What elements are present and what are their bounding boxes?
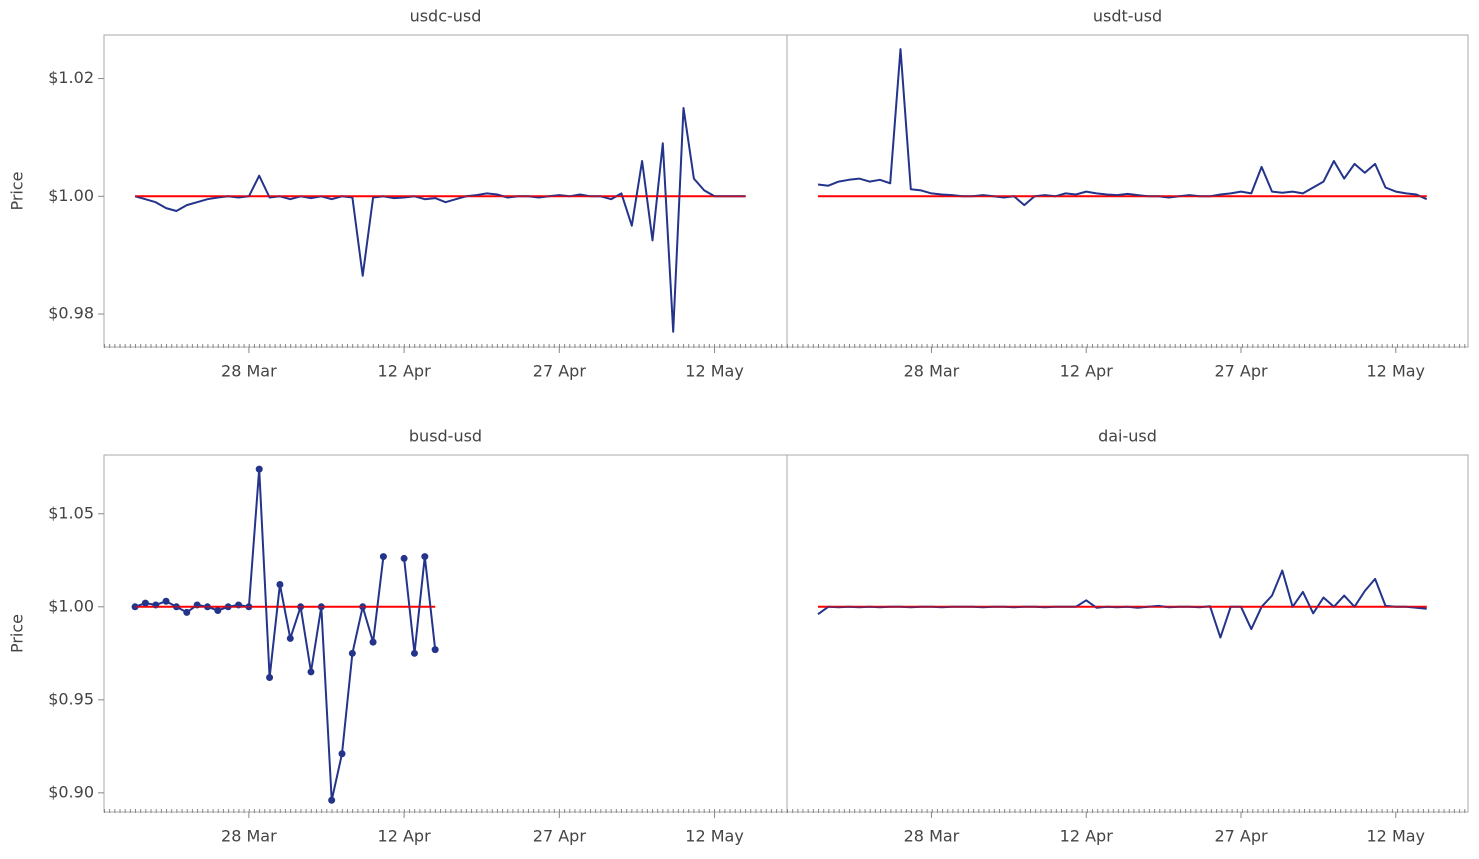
y-tick-label: $1.00	[48, 596, 94, 615]
price-line	[817, 569, 1427, 639]
price-point	[400, 554, 408, 562]
axis-cover	[104, 348, 787, 352]
chart-title: usdc-usd	[410, 7, 482, 26]
axis-cover	[104, 813, 787, 817]
x-tick-label: 12 May	[685, 827, 744, 846]
price-point	[214, 607, 222, 615]
x-tick-label: 12 Apr	[378, 827, 432, 846]
y-tick-label: $0.95	[48, 689, 94, 708]
x-tick-label: 28 Mar	[904, 827, 960, 846]
price-point	[255, 465, 263, 473]
price-point	[328, 796, 336, 804]
chart-title: usdt-usd	[1093, 7, 1162, 26]
x-tick-label: 28 Mar	[221, 362, 277, 381]
x-tick-label: 12 May	[685, 362, 744, 381]
x-tick-label: 27 Apr	[533, 362, 587, 381]
chart-title: busd-usd	[409, 427, 482, 446]
price-line	[134, 468, 437, 802]
x-tick-label: 12 May	[1367, 827, 1426, 846]
x-tick-label: 12 Apr	[378, 362, 432, 381]
panel-frame	[786, 34, 1469, 348]
y-tick-label: $1.05	[48, 503, 94, 522]
price-point	[369, 638, 377, 646]
panel-frame	[786, 454, 1469, 813]
price-point	[307, 668, 315, 676]
x-tick-label: 27 Apr	[533, 827, 587, 846]
price-point	[431, 646, 439, 654]
price-point	[410, 649, 418, 657]
price-point	[183, 608, 191, 616]
panel-frame	[103, 34, 788, 348]
y-axis-label: Price	[8, 171, 27, 210]
price-point	[286, 634, 294, 642]
price-point	[338, 750, 346, 758]
price-point	[276, 580, 284, 588]
x-tick-label: 27 Apr	[1214, 827, 1268, 846]
x-tick-label: 12 Apr	[1060, 827, 1114, 846]
price-point	[141, 599, 149, 607]
x-tick-label: 28 Mar	[221, 827, 277, 846]
price-point	[266, 673, 274, 681]
price-line	[134, 107, 746, 333]
axis-cover	[787, 813, 1468, 817]
x-tick-label: 27 Apr	[1214, 362, 1268, 381]
price-point	[421, 553, 429, 561]
y-axis-label: Price	[8, 614, 27, 653]
y-tick-label: $0.90	[48, 782, 94, 801]
x-tick-label: 12 Apr	[1060, 362, 1114, 381]
axis-cover	[787, 348, 1468, 352]
x-tick-label: 28 Mar	[904, 362, 960, 381]
y-tick-label: $1.02	[48, 68, 94, 87]
y-tick-label: $0.98	[48, 304, 94, 323]
panel-frame	[103, 454, 788, 813]
price-point	[348, 649, 356, 657]
y-tick-label: $1.00	[48, 186, 94, 205]
chart-title: dai-usd	[1098, 427, 1157, 446]
x-tick-label: 12 May	[1367, 362, 1426, 381]
price-point	[162, 597, 170, 605]
price-point	[379, 553, 387, 561]
price-line	[817, 48, 1428, 207]
